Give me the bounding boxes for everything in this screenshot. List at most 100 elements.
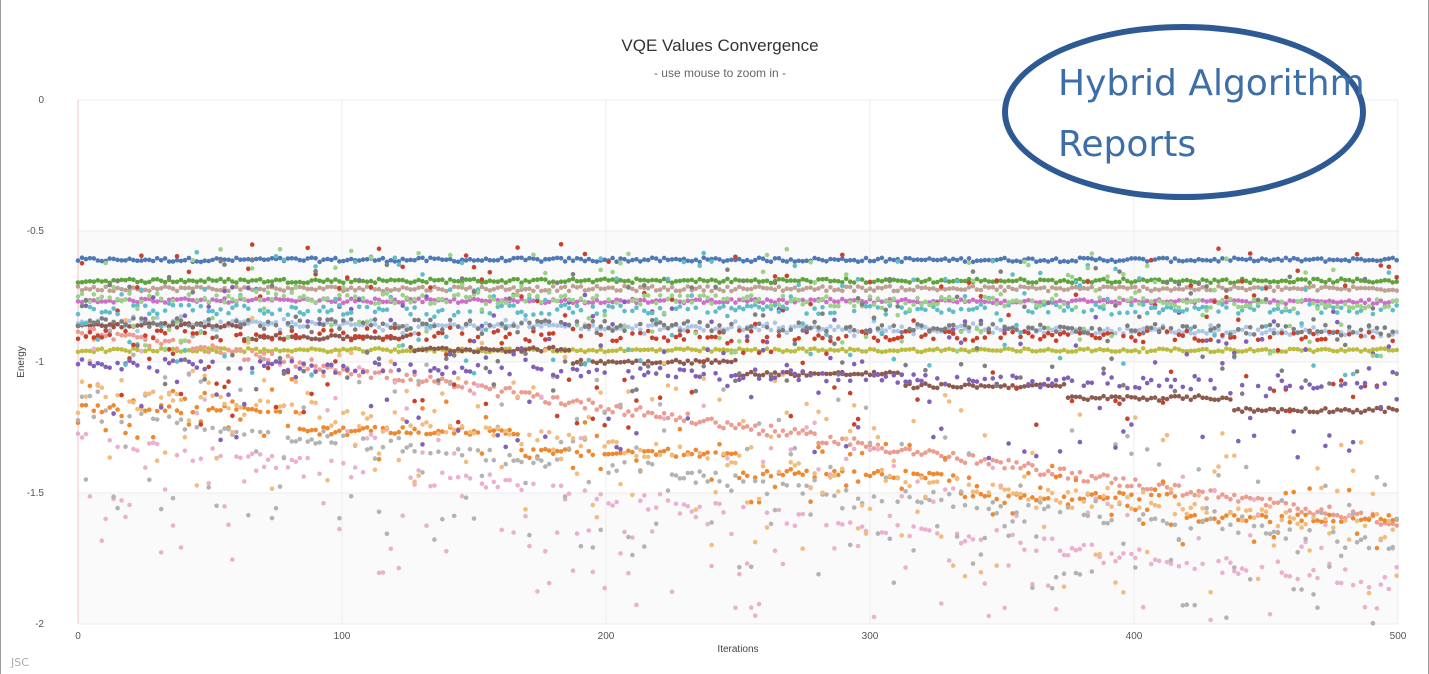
series-brown-point: [1196, 393, 1201, 398]
series-pink-point: [1077, 546, 1083, 552]
series-gray-point: [974, 505, 980, 511]
series-lightblue-point: [1204, 331, 1209, 336]
series-salmon-point: [970, 453, 976, 458]
series-tan-point: [107, 288, 112, 294]
series-lightblue-point: [281, 316, 287, 322]
series-olive-point: [883, 349, 889, 354]
series-gray-point: [451, 513, 457, 519]
series-red-point: [158, 328, 164, 334]
series-lightblue-point: [246, 321, 251, 326]
series-tan-point: [1196, 287, 1201, 292]
series-purple-point: [388, 317, 394, 323]
series-tan-point: [483, 286, 489, 292]
series-blue-point: [455, 259, 461, 265]
series-gray-point: [543, 464, 548, 469]
series-olive-point: [1133, 348, 1138, 353]
series-orange-point: [1299, 518, 1304, 524]
series-pink-point: [511, 530, 516, 535]
series-gray-point: [246, 512, 251, 518]
series-red-point: [543, 337, 548, 342]
series-olive-point: [103, 349, 108, 355]
series-lightorange-point: [1247, 507, 1253, 513]
series-green-point: [1307, 280, 1312, 286]
series-gray-point: [760, 479, 766, 484]
series-green-point: [1061, 278, 1067, 283]
series-magenta-point: [99, 299, 105, 304]
series-orange-point: [444, 399, 449, 405]
series-purple-point: [285, 367, 291, 373]
series-salmon-point: [1133, 477, 1138, 482]
series-teal-point: [1251, 307, 1257, 313]
series-orange-point: [463, 430, 469, 436]
series-lightorange-point: [1018, 491, 1023, 497]
series-blue-point: [119, 258, 124, 263]
series-olive-point: [1315, 347, 1320, 353]
series-green-point: [404, 279, 410, 284]
series-red-point: [554, 413, 560, 419]
series-teal-point: [1038, 270, 1043, 276]
chart-title: VQE Values Convergence: [621, 36, 819, 55]
series-brown-point: [859, 372, 865, 377]
series-lightorange-point: [1041, 524, 1047, 530]
series-green-point: [455, 279, 461, 284]
series-tan-point: [768, 286, 774, 291]
series-blue-point: [840, 256, 845, 262]
series-gray-point: [784, 483, 790, 488]
series-green-point: [364, 279, 370, 285]
series-tan-point: [75, 284, 81, 289]
series-salmon-point: [871, 446, 877, 451]
series-tan-point: [364, 284, 370, 290]
series-orange-point: [713, 450, 718, 455]
series-purple-point: [1049, 381, 1055, 386]
series-red-point: [816, 333, 821, 338]
series-purple-point: [376, 362, 382, 367]
series-gray-point: [1319, 510, 1324, 516]
series-brown-point: [408, 345, 413, 350]
series-tan-point: [1172, 286, 1178, 292]
series-brown-point: [931, 385, 936, 390]
series-blue-point: [994, 257, 999, 263]
series-green-point: [222, 279, 227, 285]
series-purple-point: [186, 359, 192, 365]
series-lightorange-point: [717, 397, 722, 403]
series-red-point: [1247, 251, 1253, 256]
series-magenta-point: [1366, 297, 1372, 303]
series-teal-point: [111, 306, 116, 311]
series-purple-point: [875, 371, 881, 377]
series-olive-point: [273, 347, 279, 352]
series-pink-point: [935, 531, 940, 536]
series-magenta-point: [832, 299, 837, 304]
series-blue-point: [562, 259, 568, 264]
series-salmon-point: [665, 415, 671, 421]
series-pink-point: [265, 457, 271, 463]
series-teal-point: [657, 305, 663, 311]
series-pink-point: [1117, 555, 1122, 560]
series-lightblue-point: [1239, 327, 1245, 333]
series-blue-point: [1331, 257, 1336, 263]
series-magenta-point: [1022, 298, 1027, 304]
series-orange-point: [1148, 492, 1154, 498]
series-salmon-point: [202, 345, 207, 350]
series-red-point: [178, 391, 184, 397]
series-olive-point: [1307, 347, 1312, 353]
series-orange-point: [705, 450, 710, 455]
series-olive-point: [1117, 349, 1122, 354]
series-red-point: [376, 246, 382, 252]
series-salmon-point: [444, 378, 449, 384]
series-red-point: [962, 337, 968, 342]
series-tan-point: [733, 287, 738, 292]
series-pink-point: [503, 477, 509, 483]
series-teal-point: [1259, 286, 1265, 292]
series-lightorange-point: [546, 429, 552, 435]
series-lightorange-point: [931, 479, 936, 485]
series-olive-point: [550, 349, 556, 354]
series-tan-point: [717, 287, 722, 292]
series-red-point: [784, 273, 790, 279]
series-red-point: [764, 334, 770, 340]
series-lightorange-point: [384, 425, 390, 430]
series-lightorange-point: [1232, 453, 1237, 459]
series-magenta-point: [447, 299, 453, 304]
series-lightorange-point: [915, 509, 920, 514]
series-magenta-point: [400, 300, 406, 305]
